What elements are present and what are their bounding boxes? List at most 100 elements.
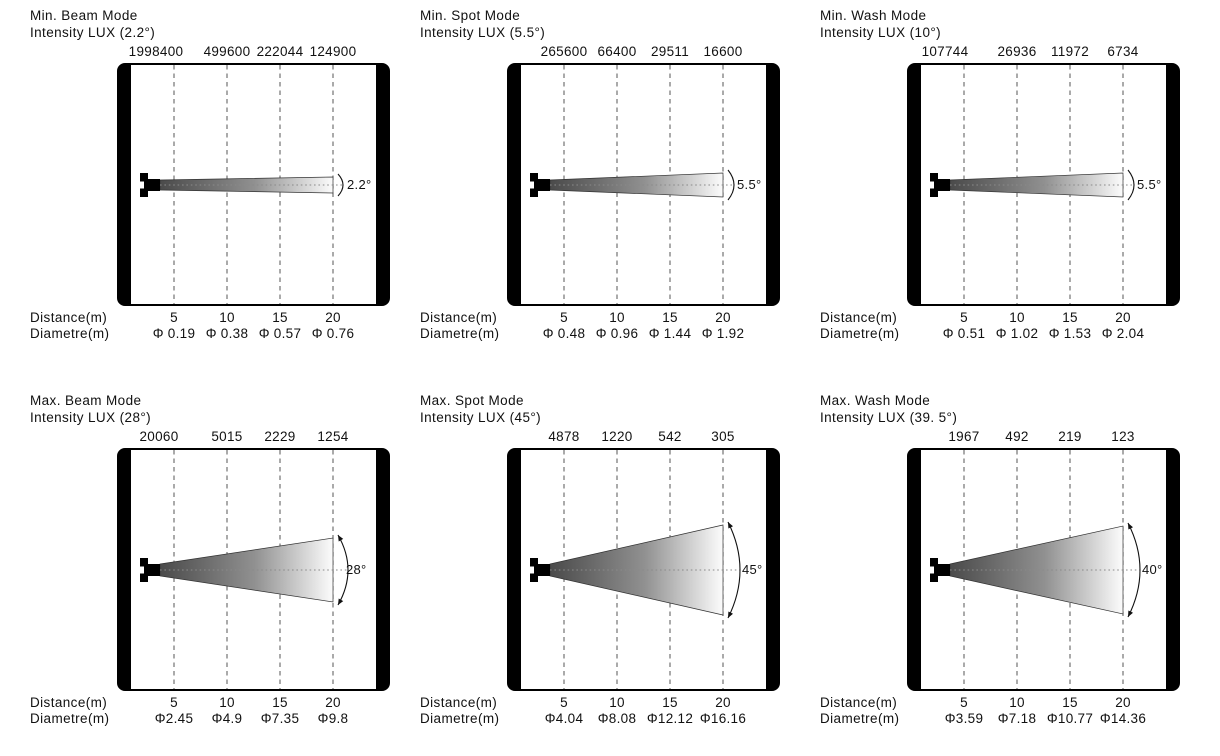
distance-row: Distance(m) 5 10 15 20	[812, 695, 1212, 711]
lux-value: 29511	[650, 44, 690, 59]
lux-values-row: 265600 66400 29511 16600	[412, 44, 812, 60]
beam-angle-label: 5.5°	[737, 177, 762, 192]
panel-max-wash-mode: Max. Wash Mode Intensity LUX (39. 5°) 19…	[812, 393, 1212, 753]
lux-value: 219	[1058, 429, 1082, 444]
beam-diagram: 40°	[907, 448, 1180, 691]
distance-value: 5	[170, 695, 178, 710]
diameter-value: Φ 0.76	[311, 326, 355, 341]
diametre-label: Diametre(m)	[420, 326, 500, 341]
distance-value: 10	[1009, 695, 1025, 710]
diameter-value: Φ 1.92	[701, 326, 745, 341]
distance-value: 20	[1115, 310, 1131, 325]
light-fixture-icon	[530, 558, 550, 582]
distance-label: Distance(m)	[30, 310, 108, 325]
distance-row: Distance(m) 5 10 15 20	[412, 695, 812, 711]
distance-value: 15	[1062, 695, 1078, 710]
distance-value: 5	[170, 310, 178, 325]
panel-max-spot-mode: Max. Spot Mode Intensity LUX (45°) 4878 1…	[412, 393, 812, 753]
lux-value: 499600	[203, 44, 251, 59]
panel-max-beam-mode: Max. Beam Mode Intensity LUX (28°) 20060…	[22, 393, 422, 753]
diametre-row: Diametre(m) Φ 0.51 Φ 1.02 Φ 1.53 Φ 2.04	[812, 326, 1212, 342]
distance-value: 15	[1062, 310, 1078, 325]
lux-values-row: 1998400 499600 222044 124900	[22, 44, 422, 60]
distance-value: 15	[662, 695, 678, 710]
lux-value: 107744	[921, 44, 969, 59]
panel-title: Min. Wash Mode	[820, 8, 927, 23]
diameter-value: Φ 0.38	[205, 326, 249, 341]
distance-row: Distance(m) 5 10 15 20	[812, 310, 1212, 326]
diametre-label: Diametre(m)	[30, 326, 110, 341]
diameter-value: Φ2.45	[154, 711, 194, 726]
beam-diagram: 5.5°	[907, 63, 1180, 306]
diameter-value: Φ 1.44	[648, 326, 692, 341]
diameter-value: Φ7.18	[997, 711, 1037, 726]
diametre-label: Diametre(m)	[820, 711, 900, 726]
lux-value: 4878	[548, 429, 580, 444]
beam-angle-label: 5.5°	[1137, 177, 1162, 192]
diametre-row: Diametre(m) Φ3.59 Φ7.18 Φ10.77 Φ14.36	[812, 711, 1212, 727]
distance-row: Distance(m) 5 10 15 20	[22, 695, 422, 711]
diametre-label: Diametre(m)	[30, 711, 110, 726]
diameter-value: Φ12.12	[646, 711, 694, 726]
lux-value: 124900	[309, 44, 357, 59]
panel-title: Max. Spot Mode	[420, 393, 524, 408]
beam-diagram: 5.5°	[507, 63, 780, 306]
panel-intensity-subtitle: Intensity LUX (5.5°)	[420, 25, 546, 40]
beam-cone-drawing	[507, 448, 780, 691]
diameter-value: Φ7.35	[260, 711, 300, 726]
panel-intensity-subtitle: Intensity LUX (28°)	[30, 410, 152, 425]
lux-value: 1998400	[128, 44, 184, 59]
diametre-label: Diametre(m)	[420, 711, 500, 726]
panel-title: Min. Beam Mode	[30, 8, 138, 23]
distance-label: Distance(m)	[30, 695, 108, 710]
beam-cone-drawing	[907, 63, 1180, 306]
lux-value: 265600	[540, 44, 588, 59]
diameter-value: Φ14.36	[1099, 711, 1147, 726]
diametre-row: Diametre(m) Φ 0.48 Φ 0.96 Φ 1.44 Φ 1.92	[412, 326, 812, 342]
distance-value: 15	[272, 695, 288, 710]
distance-value: 20	[1115, 695, 1131, 710]
distance-value: 10	[219, 310, 235, 325]
lux-value: 492	[1005, 429, 1029, 444]
diameter-value: Φ 0.57	[258, 326, 302, 341]
panel-intensity-subtitle: Intensity LUX (39. 5°)	[820, 410, 958, 425]
distance-value: 10	[609, 310, 625, 325]
diameter-value: Φ 0.48	[542, 326, 586, 341]
diameter-value: Φ8.08	[597, 711, 637, 726]
distance-value: 5	[560, 310, 568, 325]
light-fixture-icon	[140, 173, 160, 197]
panel-intensity-subtitle: Intensity LUX (45°)	[420, 410, 542, 425]
diameter-value: Φ 2.04	[1101, 326, 1145, 341]
panel-title: Max. Beam Mode	[30, 393, 142, 408]
lux-value: 2229	[264, 429, 296, 444]
distance-value: 20	[715, 695, 731, 710]
diameter-value: Φ3.59	[944, 711, 984, 726]
beam-diagram: 2.2°	[117, 63, 390, 306]
distance-label: Distance(m)	[820, 695, 898, 710]
distance-value: 5	[960, 695, 968, 710]
panel-title: Min. Spot Mode	[420, 8, 521, 23]
lux-value: 5015	[211, 429, 243, 444]
diameter-value: Φ9.8	[317, 711, 349, 726]
diametre-label: Diametre(m)	[820, 326, 900, 341]
lux-value: 1967	[948, 429, 980, 444]
beam-angle-label: 2.2°	[347, 177, 372, 192]
lux-value: 20060	[139, 429, 179, 444]
lux-value: 66400	[597, 44, 637, 59]
distance-row: Distance(m) 5 10 15 20	[22, 310, 422, 326]
distance-value: 5	[560, 695, 568, 710]
distance-value: 20	[325, 695, 341, 710]
panel-title: Max. Wash Mode	[820, 393, 931, 408]
panel-min-spot-mode: Min. Spot Mode Intensity LUX (5.5°) 2656…	[412, 8, 812, 368]
light-fixture-icon	[930, 558, 950, 582]
diameter-value: Φ4.9	[211, 711, 243, 726]
lux-value: 123	[1111, 429, 1135, 444]
beam-cone-drawing	[907, 448, 1180, 691]
lux-values-row: 1967 492 219 123	[812, 429, 1212, 445]
lux-value: 542	[658, 429, 682, 444]
lux-value: 26936	[997, 44, 1037, 59]
beam-cone-drawing	[117, 448, 390, 691]
light-fixture-icon	[530, 173, 550, 197]
distance-value: 20	[715, 310, 731, 325]
